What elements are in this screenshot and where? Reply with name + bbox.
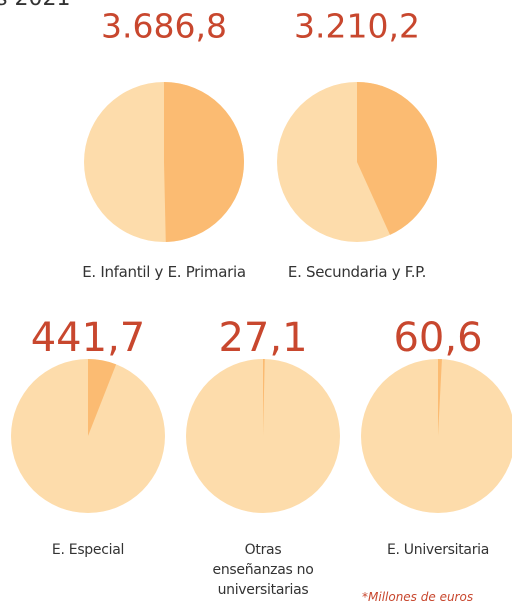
pie-slice (438, 359, 442, 436)
pie-slice (88, 359, 117, 436)
category-label: E. Universitaria (386, 542, 490, 558)
category-label: Otras enseñanzas no universitarias (212, 542, 314, 598)
pie-background (361, 359, 512, 513)
category-label: E. Especial (51, 542, 125, 558)
pie-slice (164, 82, 244, 242)
value-label: 3.686,8 (101, 7, 227, 46)
chart-title: s 2021 (0, 0, 70, 11)
category-label: E. Secundaria y F.P. (287, 263, 427, 281)
note: *Millones de euros (362, 590, 474, 604)
value-label: 3.210,2 (294, 7, 420, 46)
value-label: 27,1 (218, 315, 307, 361)
value-label: 441,7 (31, 315, 146, 361)
category-label: E. Infantil y E. Primaria (82, 263, 246, 281)
value-label: 60,6 (393, 315, 482, 361)
pie-slice (357, 82, 437, 235)
pie-slice (263, 359, 265, 436)
